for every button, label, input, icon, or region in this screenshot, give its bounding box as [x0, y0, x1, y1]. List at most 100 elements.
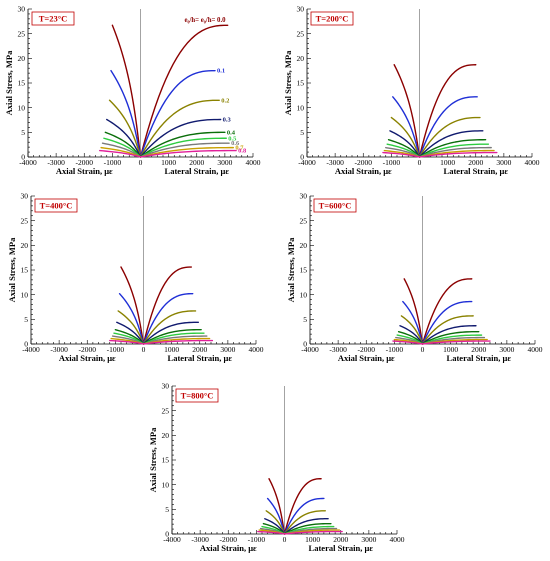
series-0.0 [120, 266, 193, 345]
axial-curve-0.8 [109, 339, 145, 345]
panel-5: 0 5 10 15 20 25 30 -4000 -3000 -2000 -1000 0 1000 200… [148, 382, 405, 553]
y-tick-label: 10 [300, 290, 308, 299]
x-axis-title-lateral: Lateral Strain, με [165, 166, 230, 176]
lateral-curve-0.3 [421, 325, 477, 345]
lateral-curve-0.8 [418, 151, 498, 158]
x-tick-label: -1000 [107, 345, 125, 354]
y-tick-label: 5 [165, 505, 169, 514]
axial-curve-0.1 [392, 96, 421, 158]
series-0.8 [109, 339, 214, 345]
lateral-curve-0.7 [142, 337, 211, 345]
lateral-curve-0.7 [418, 149, 495, 158]
series-label-0.2: 0.2 [221, 97, 229, 104]
axial-curve-0.8 [257, 530, 286, 535]
x-tick-label: 4000 [246, 158, 261, 167]
y-tick-label: 10 [18, 103, 26, 112]
x-axis-title-axial: Axial Strain, με [338, 353, 395, 363]
lateral-curve-0.5 [283, 525, 335, 535]
y-tick-label: 20 [18, 54, 26, 63]
y-axis-title: Axial Stress, MPa [4, 50, 14, 116]
y-tick-label: 30 [18, 5, 26, 14]
axial-curve-0.5 [103, 137, 142, 158]
x-tick-label: -3000 [50, 345, 68, 354]
series-label-0.5: 0.5 [228, 135, 237, 142]
y-axis-title: Axial Stress, MPa [7, 237, 17, 303]
axial-curve-0.2 [400, 315, 424, 345]
lateral-curve-0.2 [418, 116, 481, 158]
x-tick-label: -2000 [220, 535, 238, 544]
temperature-text: T=600°C [319, 201, 352, 211]
x-tick-label: -3000 [191, 535, 209, 544]
series-label-0.7: 0.7 [235, 145, 244, 152]
y-tick-label: 25 [297, 29, 305, 38]
x-tick-label: 0 [418, 158, 422, 167]
lateral-curve-0.6 [139, 142, 230, 158]
series-0.5: 0.5 [103, 135, 237, 158]
x-tick-label: 2000 [192, 345, 207, 354]
x-tick-label: -2000 [358, 345, 376, 354]
lateral-curve-0.1 [421, 300, 473, 345]
series-label-0.3: 0.3 [223, 117, 232, 124]
y-tick-label: 20 [297, 54, 305, 63]
x-tick-label: 0 [139, 158, 143, 167]
axial-curve-0.8 [392, 340, 424, 345]
x-tick-label: -4000 [301, 345, 319, 354]
lateral-curve-0.8 [421, 340, 491, 345]
lateral-curve-0.3 [283, 518, 329, 535]
x-tick-label: 3000 [499, 345, 514, 354]
x-tick-label: 4000 [249, 345, 264, 354]
x-tick-label: 1000 [440, 158, 455, 167]
lateral-curve-0.5 [418, 143, 490, 158]
series-label-0.4: 0.4 [227, 129, 236, 136]
lateral-curve-0.1 [418, 96, 478, 158]
y-tick-label: 30 [21, 192, 29, 201]
lateral-curve-0.0 [283, 478, 322, 535]
panel-1: 0 5 10 15 20 25 30 -4000 -3000 -2000 -1000 0 1000 200… [4, 5, 261, 176]
series-0.8 [392, 340, 491, 345]
lateral-curve-0.7 [139, 146, 235, 158]
temperature-text: T=200°C [316, 14, 349, 24]
y-tick-label: 30 [300, 192, 308, 201]
x-tick-label: 2000 [468, 158, 483, 167]
temperature-label: T=400°C [34, 198, 78, 213]
series-0.3 [116, 321, 200, 345]
series-label-0.6: 0.6 [231, 140, 240, 147]
y-tick-label: 30 [297, 5, 305, 14]
temperature-label: T=600°C [313, 198, 357, 213]
y-tick-label: 15 [297, 79, 305, 88]
y-tick-label: 15 [18, 79, 26, 88]
axial-curve-0.2 [117, 310, 145, 345]
series-0.1 [402, 300, 473, 345]
lateral-curve-0.0 [421, 278, 473, 345]
y-tick-label: 20 [21, 241, 29, 250]
x-tick-label: 0 [142, 345, 146, 354]
series-0.8 [257, 530, 343, 535]
y-tick-label: 25 [300, 216, 308, 225]
x-tick-label: 3000 [217, 158, 232, 167]
lateral-curve-0.5 [139, 137, 227, 158]
temperature-label: T=800°C [175, 388, 219, 403]
series-0.3: 0.3 [106, 117, 232, 158]
y-tick-label: 20 [300, 241, 308, 250]
x-tick-label: 0 [421, 345, 425, 354]
axial-curve-0.2 [265, 510, 286, 535]
series-0.0 [393, 64, 477, 158]
axial-curve-0.1 [118, 292, 145, 345]
x-tick-label: 4000 [525, 158, 540, 167]
series-0.0 [403, 278, 473, 345]
x-tick-label: 2000 [333, 535, 348, 544]
x-tick-label: -4000 [22, 345, 40, 354]
axial-curve-0.0 [120, 266, 145, 345]
series-0.3 [389, 130, 484, 158]
x-axis-title-axial: Axial Strain, με [56, 166, 113, 176]
x-tick-label: -3000 [326, 158, 344, 167]
x-tick-label: 1000 [443, 345, 458, 354]
x-tick-label: -2000 [355, 158, 373, 167]
series-0.1 [118, 292, 194, 345]
lateral-curve-0.4 [418, 139, 487, 158]
series-0.8 [382, 151, 498, 158]
series-label-0.1: 0.1 [217, 68, 225, 75]
x-tick-label: -2000 [79, 345, 97, 354]
series-0.8: 0.8 [99, 148, 247, 158]
y-axis-title: Axial Stress, MPa [148, 427, 158, 493]
